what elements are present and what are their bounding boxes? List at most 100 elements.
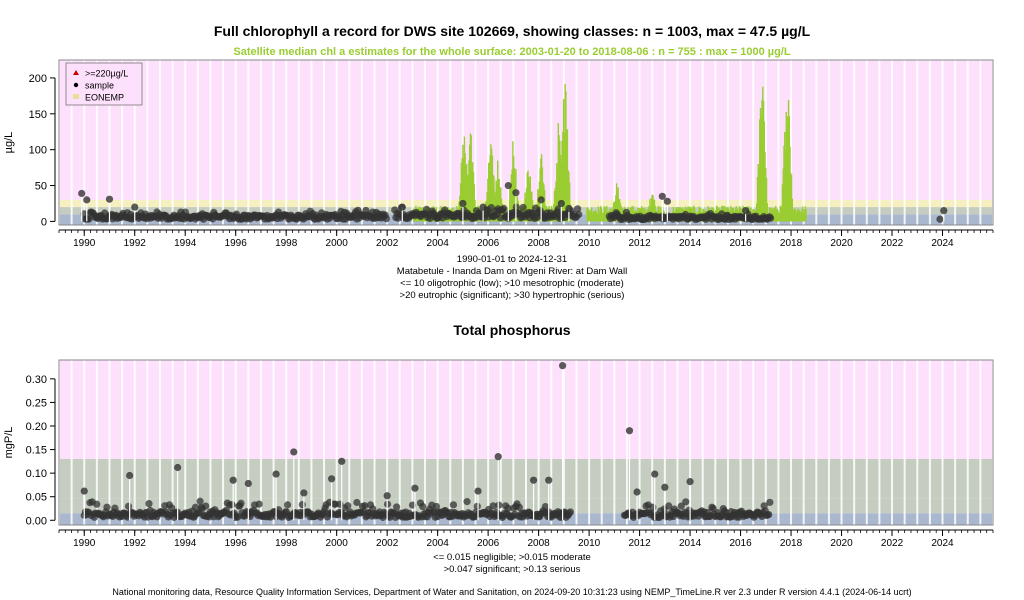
x-tick-label: 2002 (376, 538, 399, 549)
sample-point (709, 504, 717, 512)
x-tick-label: 2020 (830, 538, 853, 549)
x-tick-label: 1996 (225, 238, 248, 249)
sample-point (411, 484, 419, 492)
sample-point (80, 487, 88, 495)
x-tick-label: 2016 (729, 238, 752, 249)
sample-point (529, 476, 538, 484)
sample-point (338, 457, 346, 465)
sample-point (290, 448, 298, 456)
x-tick-label: 1990 (73, 538, 96, 549)
y-tick-label: 0 (41, 216, 47, 228)
x-tick-label: 2004 (427, 538, 450, 549)
y-tick-label: 50 (35, 181, 47, 193)
sample-point (283, 501, 292, 509)
sample-point (574, 205, 582, 213)
legend-label: sample (85, 81, 114, 91)
y-axis-label: µg/L (3, 132, 15, 154)
x-tick-label: 2020 (830, 238, 853, 249)
x-tick-label: 2018 (780, 238, 803, 249)
x-tick-label: 2012 (628, 538, 651, 549)
sample-point (489, 502, 497, 510)
x-tick-label: 2008 (527, 538, 550, 549)
x-tick-label: 2014 (679, 538, 702, 549)
sample-point (272, 470, 280, 478)
x-tick-label: 1998 (275, 538, 298, 549)
chart2-title: Total phosphorus (453, 322, 571, 338)
sample-point (766, 498, 774, 506)
sample-point (940, 207, 948, 215)
sample-point (537, 196, 545, 204)
sample-point (382, 215, 391, 223)
chart2-info-line: >0.047 significant; >0.13 serious (443, 564, 581, 575)
x-tick-label: 1990 (73, 238, 96, 249)
sample-point (398, 203, 406, 211)
y-tick-label: 200 (29, 73, 47, 85)
sample-point (145, 500, 153, 508)
sample-point (495, 501, 503, 509)
sample-point (686, 478, 694, 486)
chart1-info-line: <= 10 oligotrophic (low); >10 mesotrophi… (400, 278, 624, 289)
sample-point (196, 497, 204, 505)
sample-point (255, 500, 263, 508)
sample-point (174, 463, 182, 472)
chart1-info-line: >20 eutrophic (significant); >30 hypertr… (399, 290, 625, 301)
legend-marker-square (73, 94, 79, 99)
sample-point (78, 189, 86, 198)
x-tick-label: 1992 (124, 238, 147, 249)
x-tick-label: 2016 (729, 538, 752, 549)
y-tick-label: 0.30 (26, 374, 47, 386)
sample-point (504, 181, 512, 190)
sample-point (105, 195, 114, 203)
y-tick-label: 0.05 (26, 492, 47, 504)
sample-point (449, 501, 458, 509)
sample-point (936, 215, 944, 223)
sample-point (463, 498, 471, 506)
x-tick-label: 2024 (931, 538, 954, 549)
y-tick-label: 0.25 (26, 397, 47, 409)
chart1-info-line: 1990-01-01 to 2024-12-31 (456, 254, 568, 265)
chart2-info-line: <= 0.015 negligible; >0.015 moderate (433, 552, 591, 563)
legend-box (65, 62, 143, 106)
chart1-info-line: Matabetule - Inanda Dam on Mgeni River: … (396, 266, 628, 277)
y-tick-label: 0.15 (26, 445, 47, 457)
chart1-title: Full chlorophyll a record for DWS site 1… (213, 23, 811, 39)
sample-point (541, 502, 550, 511)
sample-point (202, 502, 210, 510)
sample-point (677, 502, 685, 510)
x-tick-label: 2012 (628, 238, 651, 249)
sample-point (191, 503, 200, 511)
chart2-info: <= 0.015 negligible; >0.015 moderate >0.… (0, 552, 1024, 576)
plot-border (58, 59, 994, 226)
sample-point (742, 207, 750, 215)
sample-point (233, 513, 242, 521)
sample-point (661, 483, 669, 491)
x-tick-label: 2000 (326, 238, 349, 249)
y-tick-label: 0.20 (26, 421, 47, 433)
sample-point (126, 471, 134, 480)
sample-point (298, 501, 306, 509)
x-tick-label: 1994 (174, 538, 197, 549)
sample-point (479, 203, 487, 211)
sample-point (229, 476, 237, 484)
footer-credit: National monitoring data, Resource Quali… (112, 587, 912, 597)
sample-point (651, 470, 659, 478)
sample-point (512, 189, 520, 197)
x-tick-label: 2000 (326, 538, 349, 549)
sample-point (565, 204, 573, 213)
sample-point (383, 492, 391, 500)
sample-point (93, 500, 101, 508)
sample-point (665, 502, 673, 510)
sample-point (566, 508, 575, 516)
sample-point (361, 502, 369, 510)
sample-point (575, 210, 583, 219)
y-tick-label: 0.10 (26, 468, 47, 480)
x-tick-label: 2002 (376, 238, 399, 249)
sample-point (557, 199, 565, 208)
sample-point (545, 476, 553, 484)
x-tick-label: 2010 (578, 538, 601, 549)
x-tick-label: 2022 (881, 538, 904, 549)
sample-point (237, 499, 245, 507)
sample-point (658, 192, 666, 200)
